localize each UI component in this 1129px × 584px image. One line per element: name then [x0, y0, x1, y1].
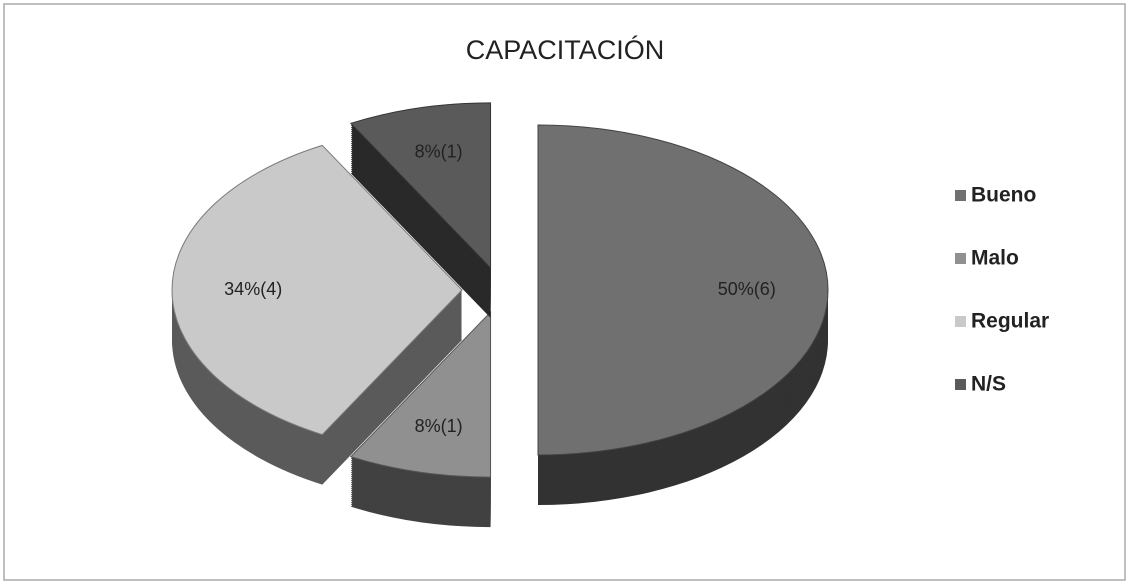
slice-top	[171, 144, 463, 436]
pie-slice	[349, 102, 492, 318]
pie-slice	[537, 124, 829, 505]
legend-label: Bueno	[971, 184, 1036, 207]
legend-swatch	[955, 316, 966, 327]
data-label: 8%(1)	[415, 142, 463, 162]
legend-label: Malo	[971, 247, 1019, 270]
legend-label: Regular	[971, 310, 1049, 333]
legend-swatch	[955, 253, 966, 264]
legend-label: N/S	[971, 373, 1006, 396]
pie-slice	[171, 144, 463, 485]
chart-title: CAPACITACIÓN	[466, 34, 665, 65]
slice-top	[349, 102, 492, 270]
pie-slice	[349, 310, 492, 528]
legend-swatch	[955, 379, 966, 390]
legend-swatch	[955, 190, 966, 201]
slice-top	[537, 124, 829, 456]
data-label: 8%(1)	[415, 416, 463, 436]
data-label: 50%(6)	[718, 279, 776, 299]
data-label: 34%(4)	[224, 279, 282, 299]
slice-top	[349, 310, 492, 478]
